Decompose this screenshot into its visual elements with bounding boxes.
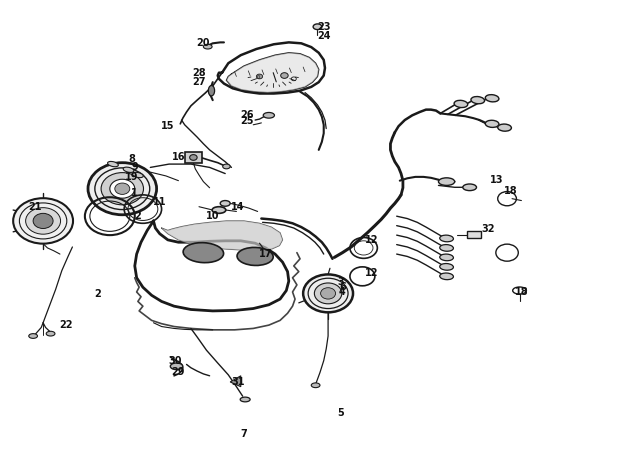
Ellipse shape	[263, 113, 274, 118]
Text: 6: 6	[339, 282, 346, 292]
Ellipse shape	[222, 164, 230, 169]
Ellipse shape	[132, 172, 143, 178]
Text: 16: 16	[172, 152, 185, 162]
Text: 19: 19	[125, 172, 138, 182]
Circle shape	[115, 183, 130, 194]
Ellipse shape	[171, 363, 182, 370]
Text: 29: 29	[172, 368, 185, 378]
Bar	[184, 152, 202, 162]
Text: 31: 31	[231, 377, 244, 387]
Ellipse shape	[212, 207, 226, 213]
Circle shape	[321, 288, 336, 299]
Text: 18: 18	[504, 186, 518, 196]
Ellipse shape	[313, 24, 322, 29]
Circle shape	[13, 198, 73, 244]
Ellipse shape	[471, 96, 484, 104]
Text: 32: 32	[482, 224, 495, 234]
Polygon shape	[230, 376, 241, 387]
Ellipse shape	[485, 95, 499, 102]
Ellipse shape	[462, 184, 476, 190]
Text: 25: 25	[240, 116, 254, 126]
Ellipse shape	[440, 235, 453, 242]
Text: 10: 10	[206, 211, 219, 221]
Ellipse shape	[485, 120, 499, 127]
Text: 20: 20	[197, 38, 210, 48]
Circle shape	[88, 162, 157, 215]
Ellipse shape	[46, 331, 55, 336]
Ellipse shape	[107, 162, 118, 167]
Text: 3: 3	[338, 277, 344, 287]
Text: 8: 8	[128, 154, 135, 164]
Text: 15: 15	[161, 121, 174, 131]
Ellipse shape	[440, 245, 453, 251]
Ellipse shape	[183, 243, 224, 263]
Ellipse shape	[498, 124, 511, 131]
Text: 24: 24	[317, 31, 331, 41]
Circle shape	[256, 74, 262, 79]
Circle shape	[101, 172, 144, 205]
Circle shape	[189, 155, 197, 160]
Text: 28: 28	[192, 67, 206, 78]
Text: 27: 27	[192, 77, 206, 87]
Circle shape	[314, 283, 342, 304]
Text: 12: 12	[365, 268, 379, 278]
Ellipse shape	[440, 254, 453, 261]
Ellipse shape	[311, 383, 320, 388]
Ellipse shape	[123, 167, 134, 172]
Ellipse shape	[220, 200, 230, 206]
Circle shape	[26, 208, 61, 234]
Text: 23: 23	[317, 22, 331, 32]
Text: 17: 17	[259, 249, 272, 259]
Ellipse shape	[208, 86, 214, 96]
Text: 9: 9	[131, 162, 138, 172]
Ellipse shape	[240, 397, 250, 402]
Ellipse shape	[203, 44, 212, 49]
Text: 14: 14	[231, 202, 244, 212]
Circle shape	[281, 73, 288, 78]
Text: 2: 2	[134, 211, 141, 221]
Polygon shape	[162, 221, 282, 250]
Circle shape	[110, 179, 135, 198]
Text: 4: 4	[339, 287, 346, 297]
Text: 0: 0	[256, 75, 259, 80]
Text: 21: 21	[28, 202, 42, 212]
Text: 30: 30	[169, 356, 182, 366]
Text: 18: 18	[514, 287, 528, 297]
Text: 22: 22	[59, 320, 73, 330]
Ellipse shape	[29, 333, 38, 338]
Text: 5: 5	[338, 408, 344, 418]
Circle shape	[303, 275, 353, 313]
Text: 11: 11	[153, 197, 166, 207]
Polygon shape	[226, 53, 319, 93]
Ellipse shape	[454, 100, 468, 107]
Ellipse shape	[440, 264, 453, 270]
Text: 12: 12	[365, 235, 379, 245]
Ellipse shape	[439, 178, 454, 185]
Ellipse shape	[440, 273, 453, 280]
Text: 13: 13	[490, 175, 503, 185]
Text: 26: 26	[240, 110, 254, 120]
Bar	[467, 231, 481, 238]
Text: 1: 1	[131, 188, 138, 198]
Text: 2: 2	[94, 289, 101, 299]
Circle shape	[33, 213, 53, 228]
Text: 7: 7	[241, 429, 248, 439]
Ellipse shape	[237, 247, 273, 266]
